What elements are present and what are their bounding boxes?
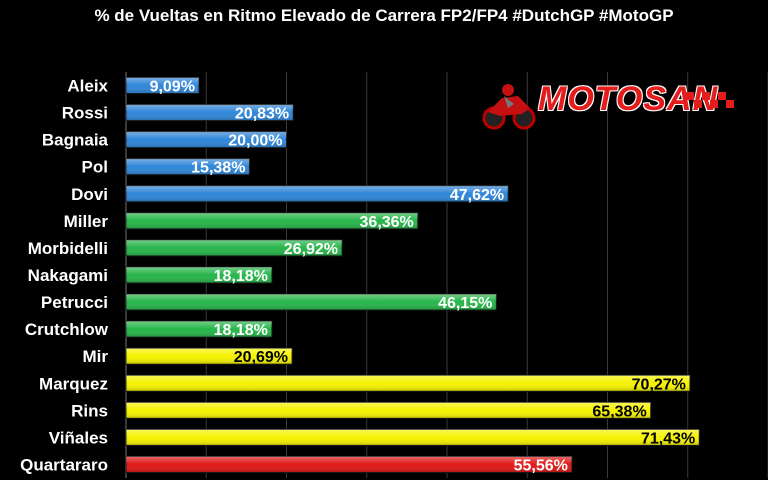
bar-shine xyxy=(126,131,287,148)
data-label: 20,83% xyxy=(235,106,289,123)
data-label: 46,15% xyxy=(438,295,492,312)
motosan-logo: MOTOSAN xyxy=(478,78,750,130)
bar-shine xyxy=(126,321,272,338)
data-label: 71,43% xyxy=(641,430,695,447)
data-label: 20,69% xyxy=(234,349,288,366)
category-label: Rossi xyxy=(62,104,108,123)
data-label: 15,38% xyxy=(191,160,245,177)
data-label: 18,18% xyxy=(214,322,268,339)
data-label: 55,56% xyxy=(514,457,568,474)
data-label: 26,92% xyxy=(284,241,338,258)
bar-shine xyxy=(126,158,250,175)
category-label: Petrucci xyxy=(41,293,108,312)
data-label: 47,62% xyxy=(450,187,504,204)
category-label: Mir xyxy=(83,347,109,366)
motorcycle-icon xyxy=(482,84,536,130)
bar-shine xyxy=(126,402,651,419)
bar-shine xyxy=(126,212,418,229)
category-label: Marquez xyxy=(39,374,108,393)
category-label: Morbidelli xyxy=(28,239,108,258)
bar-shine xyxy=(126,294,497,311)
bar-shine xyxy=(126,456,572,473)
category-label: Bagnaia xyxy=(42,131,109,150)
category-label: Pol xyxy=(82,158,108,177)
bar-shine xyxy=(126,104,294,121)
bar-shine xyxy=(126,267,272,283)
bar-shine xyxy=(126,429,700,446)
checkered-flag-icon xyxy=(686,92,734,108)
bar-shine xyxy=(126,375,690,392)
data-label: 36,36% xyxy=(360,214,414,231)
category-label: Nakagami xyxy=(28,266,108,285)
chart-title: % de Vueltas en Ritmo Elevado de Carrera… xyxy=(94,6,674,25)
category-label: Miller xyxy=(64,212,109,231)
bar-shine xyxy=(126,77,199,94)
category-label: Viñales xyxy=(49,428,108,447)
category-label: Aleix xyxy=(67,77,108,96)
bar-shine xyxy=(126,185,509,202)
data-label: 65,38% xyxy=(592,403,646,420)
bar-shine xyxy=(126,239,343,256)
data-label: 9,09% xyxy=(150,79,195,96)
category-label: Dovi xyxy=(71,185,108,204)
data-label: 70,27% xyxy=(632,376,686,393)
category-label: Rins xyxy=(71,401,108,420)
bars: 9,09% 20,83% 20,00% 15,38% 47,62% 36,36% 26,92… xyxy=(125,77,700,474)
category-label: Crutchlow xyxy=(25,320,109,339)
bar-shine xyxy=(126,348,293,365)
data-label: 20,00% xyxy=(228,133,282,150)
data-label: 18,18% xyxy=(214,268,268,285)
category-labels: Aleix Rossi Bagnaia Pol Dovi Miller Morbidelli… xyxy=(20,77,109,475)
category-label: Quartararo xyxy=(20,455,108,474)
